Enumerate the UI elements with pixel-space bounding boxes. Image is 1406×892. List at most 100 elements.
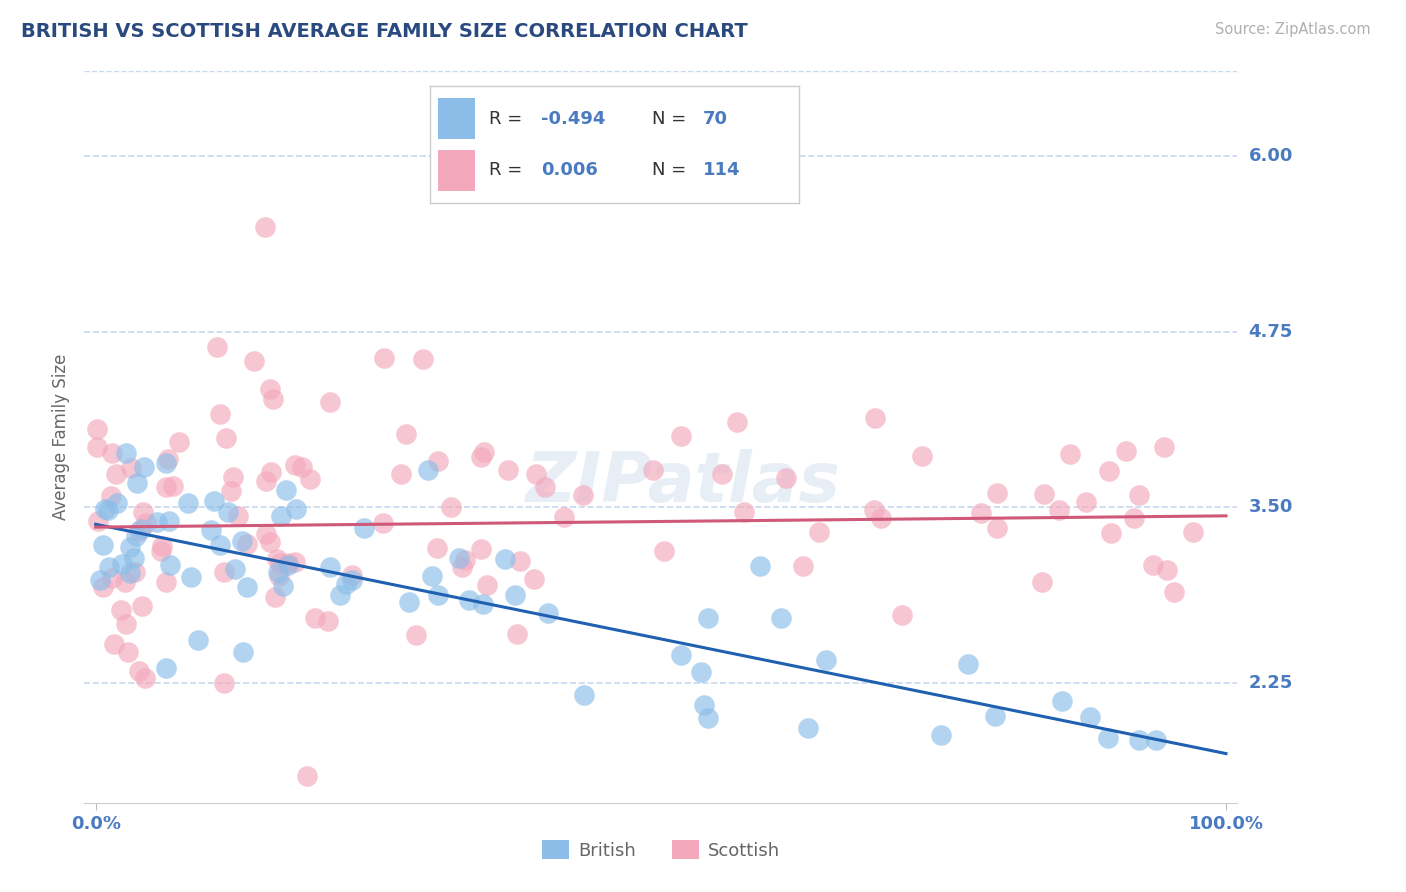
Point — [217, 505, 239, 519]
Point — [524, 467, 547, 481]
Point — [536, 606, 558, 620]
Point — [200, 523, 222, 537]
Point — [86, 422, 108, 436]
Point — [815, 652, 838, 666]
Point — [957, 657, 980, 672]
Point — [155, 660, 177, 674]
Point — [120, 566, 142, 580]
Point — [319, 560, 342, 574]
Point — [98, 560, 121, 574]
Point — [807, 524, 830, 539]
Point — [970, 506, 993, 520]
Point — [155, 574, 177, 589]
Point — [236, 580, 259, 594]
Point — [295, 769, 318, 783]
Point — [711, 467, 734, 481]
Point — [669, 429, 692, 443]
Point — [162, 479, 184, 493]
Point — [267, 568, 290, 582]
Point — [319, 395, 342, 409]
Point — [299, 473, 322, 487]
Point — [1078, 710, 1101, 724]
Text: 6.00: 6.00 — [1249, 147, 1292, 165]
Point — [215, 431, 238, 445]
Point — [87, 514, 110, 528]
Point — [458, 592, 481, 607]
Point — [1076, 495, 1098, 509]
Point — [420, 569, 443, 583]
Point — [671, 648, 693, 662]
Point — [494, 552, 516, 566]
Point — [134, 460, 156, 475]
Point — [1031, 574, 1053, 589]
Point — [652, 544, 675, 558]
Point — [733, 505, 755, 519]
Point — [263, 392, 285, 406]
Point — [86, 440, 108, 454]
Point — [749, 559, 772, 574]
Point — [131, 599, 153, 613]
Point — [125, 529, 148, 543]
Point — [159, 515, 181, 529]
Text: 2.25: 2.25 — [1249, 674, 1292, 692]
Point — [454, 553, 477, 567]
Point — [115, 446, 138, 460]
Point — [150, 544, 173, 558]
Point — [523, 572, 546, 586]
Point — [1128, 732, 1150, 747]
Point — [440, 500, 463, 514]
Point — [1181, 524, 1204, 539]
Point — [318, 615, 340, 629]
Point — [986, 521, 1008, 535]
Point — [503, 588, 526, 602]
Point — [207, 340, 229, 354]
Point — [105, 467, 128, 482]
Point — [100, 446, 122, 460]
Point — [254, 220, 277, 235]
Point — [792, 559, 814, 574]
Point — [111, 558, 134, 572]
Point — [101, 571, 124, 585]
Point — [236, 537, 259, 551]
Point — [863, 411, 886, 425]
Point — [797, 721, 820, 735]
Point — [157, 452, 180, 467]
Point — [124, 566, 146, 580]
Point — [120, 461, 142, 475]
Point — [202, 493, 225, 508]
Point — [129, 522, 152, 536]
Point — [180, 570, 202, 584]
Point — [1156, 563, 1178, 577]
Point — [342, 568, 364, 582]
Point — [152, 539, 174, 553]
Point — [1153, 440, 1175, 454]
Point — [242, 354, 264, 368]
Point — [284, 555, 307, 569]
Text: 3.50: 3.50 — [1249, 499, 1292, 516]
Point — [1099, 526, 1122, 541]
Point — [284, 501, 307, 516]
Point — [110, 603, 132, 617]
Point — [697, 711, 720, 725]
Point — [103, 637, 125, 651]
Point — [177, 496, 200, 510]
Point — [263, 590, 285, 604]
Point — [269, 556, 291, 570]
Point — [395, 427, 418, 442]
Point — [1142, 558, 1164, 572]
Point — [284, 458, 307, 473]
Point — [274, 483, 297, 497]
Point — [426, 541, 449, 555]
Point — [1144, 732, 1167, 747]
Point — [208, 408, 231, 422]
Point — [1163, 585, 1185, 599]
Point — [329, 588, 352, 602]
Point — [398, 595, 420, 609]
Point — [125, 476, 148, 491]
Point — [1097, 731, 1119, 745]
Point — [1059, 446, 1081, 460]
Point — [291, 460, 314, 475]
Point — [94, 501, 117, 516]
Point — [1115, 444, 1137, 458]
Point — [167, 435, 190, 450]
